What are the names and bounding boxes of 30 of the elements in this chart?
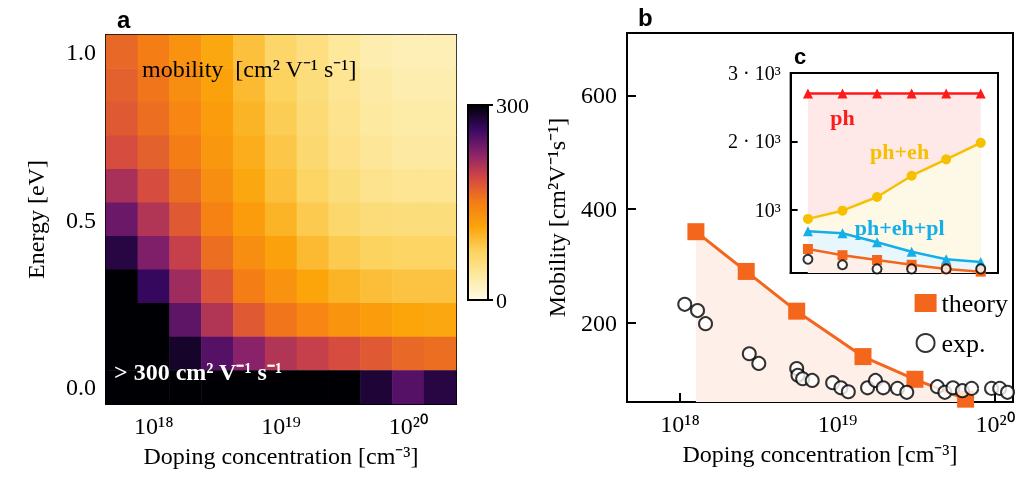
y-tick-label: 600 bbox=[581, 82, 617, 109]
x-tick-label: 10²⁰ bbox=[975, 411, 1015, 437]
y-tick-label: 3 · 10³ bbox=[728, 62, 781, 84]
y-tick-label: 10³ bbox=[754, 198, 781, 221]
legend-label: theory bbox=[941, 288, 1008, 318]
y-tick-label: 0.0 bbox=[66, 374, 96, 401]
chart-title: a bbox=[117, 5, 131, 33]
y-axis-title: Energy [eV] bbox=[23, 160, 49, 279]
color-bar-label: 0 bbox=[496, 287, 507, 313]
x-axis-title: Doping concentration [cm⁻³] bbox=[143, 443, 419, 469]
series-label: ph bbox=[830, 105, 855, 131]
series-label: ph+eh bbox=[870, 139, 930, 165]
x-tick-label: 10¹⁹ bbox=[261, 413, 301, 439]
x-tick-label: 10¹⁸ bbox=[133, 413, 174, 439]
x-tick-label: 10²⁰ bbox=[388, 413, 428, 439]
chart-title: b bbox=[638, 3, 653, 31]
color-bar-title: mobility [cm² V⁻¹ s⁻¹] bbox=[142, 56, 357, 82]
y-tick-label: 1.0 bbox=[66, 38, 96, 65]
y-axis-title: Mobility [cm²V⁻¹s⁻¹] bbox=[544, 117, 570, 318]
color-bar-label: 300 bbox=[496, 92, 529, 118]
y-tick-label: 200 bbox=[581, 309, 617, 336]
x-tick-label: 10¹⁹ bbox=[817, 411, 858, 437]
series-label: ph+eh+pl bbox=[854, 215, 945, 241]
y-tick-label: 400 bbox=[581, 195, 617, 222]
legend-label: exp. bbox=[941, 328, 986, 358]
y-tick-label: 2 · 10³ bbox=[728, 130, 781, 153]
y-tick-label: 0.5 bbox=[66, 206, 96, 233]
x-axis-title: Doping concentration [cm⁻³] bbox=[682, 441, 958, 467]
x-tick-label: 10¹⁸ bbox=[660, 411, 700, 437]
chart-title: c bbox=[794, 43, 807, 69]
